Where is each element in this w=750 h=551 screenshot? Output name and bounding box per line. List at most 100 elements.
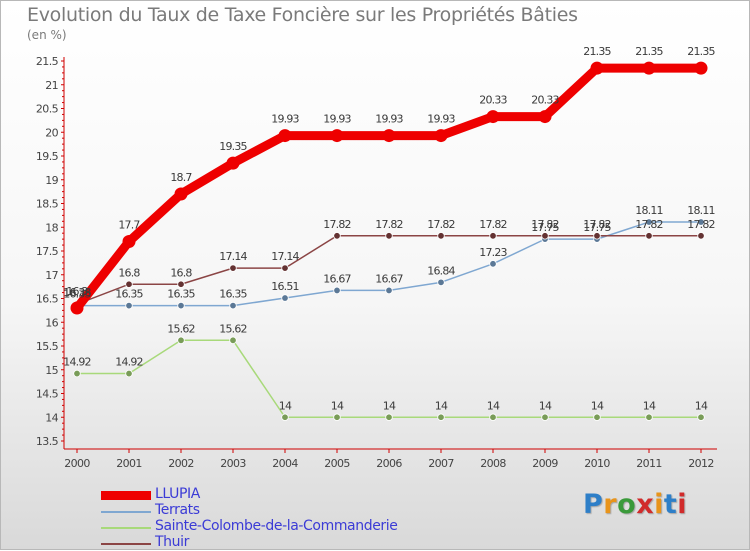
y-tick-label: 15.5 (36, 340, 59, 353)
y-tick-label: 13.5 (36, 435, 59, 448)
data-point (125, 280, 133, 288)
legend-label: Sainte-Colombe-de-la-Commanderie (155, 518, 398, 534)
data-label: 21.35 (635, 45, 663, 58)
data-label: 17.82 (479, 218, 507, 231)
proxiti-logo: Proxiti (583, 489, 688, 520)
y-tick-label: 14.5 (36, 388, 59, 401)
data-point (645, 413, 653, 421)
data-point (489, 232, 497, 240)
x-tick-label: 2006 (376, 457, 402, 470)
data-label: 14 (279, 399, 292, 412)
data-label: 14.92 (63, 356, 91, 369)
x-tick-label: 2008 (480, 457, 506, 470)
y-tick-label: 15 (45, 364, 58, 377)
data-point (489, 260, 497, 268)
data-point (122, 235, 136, 248)
data-label: 17.82 (531, 218, 559, 231)
y-tick-label: 20 (45, 126, 58, 139)
data-point (330, 129, 344, 143)
data-point (489, 413, 497, 421)
x-tick-label: 2000 (64, 457, 90, 470)
data-label: 16.67 (375, 272, 403, 285)
legend-swatch (101, 491, 151, 500)
data-point (437, 232, 445, 240)
x-tick-label: 2011 (636, 457, 662, 470)
data-label: 20.33 (479, 94, 507, 107)
data-label: 17.75 (583, 221, 611, 234)
series-llupia (70, 61, 708, 315)
series-thuir (73, 232, 705, 308)
legend-swatch (101, 511, 151, 513)
data-label: 16.51 (271, 280, 299, 293)
data-point (645, 218, 653, 226)
data-point (281, 264, 289, 272)
data-label: 20.33 (531, 94, 559, 107)
data-label: 14 (643, 399, 656, 412)
data-label: 14 (331, 399, 344, 412)
x-tick-label: 2010 (584, 457, 610, 470)
data-label: 19.93 (323, 113, 351, 126)
data-label: 17.82 (687, 218, 715, 231)
data-point (278, 129, 292, 143)
legend-swatch (101, 527, 151, 529)
y-tick-label: 21 (45, 79, 58, 92)
data-point (593, 413, 601, 421)
data-point (590, 61, 604, 75)
data-label: 17.82 (323, 218, 351, 231)
data-point (541, 232, 549, 240)
data-point (229, 301, 237, 310)
data-label: 16.35 (167, 288, 195, 301)
data-point (437, 278, 445, 287)
chart-subtitle: (en %) (27, 28, 67, 42)
data-label: 18.7 (170, 171, 192, 184)
data-label: 19.93 (375, 113, 403, 126)
y-tick-label: 14 (45, 411, 58, 424)
x-tick-label: 2003 (220, 457, 246, 470)
data-label: 17.82 (427, 218, 455, 231)
data-point (538, 110, 552, 124)
data-label: 14 (539, 399, 552, 412)
data-point (642, 61, 656, 75)
data-label: 16.84 (427, 264, 455, 277)
legend-label: LLUPIA (155, 486, 200, 502)
data-label: 17.82 (375, 218, 403, 231)
data-point (697, 413, 705, 421)
y-tick-label: 17.5 (36, 245, 59, 258)
data-point (694, 61, 708, 75)
data-label: 14 (383, 399, 396, 412)
data-point (486, 110, 500, 124)
x-tick-label: 2004 (272, 457, 298, 470)
data-point (385, 413, 393, 421)
data-label: 17.75 (531, 221, 559, 234)
data-point (226, 156, 240, 170)
data-point (177, 280, 185, 288)
data-label: 16.38 (63, 286, 91, 299)
x-tick-label: 2005 (324, 457, 350, 470)
data-label: 17.23 (479, 246, 507, 259)
y-tick-label: 17 (45, 269, 58, 282)
data-label: 17.7 (118, 219, 140, 232)
data-point (385, 232, 393, 240)
y-tick-label: 20.5 (36, 103, 59, 116)
data-label: 19.93 (271, 113, 299, 126)
data-point (333, 286, 341, 295)
data-point (177, 336, 185, 344)
data-label: 21.35 (583, 45, 611, 58)
chart-title: Evolution du Taux de Taxe Foncière sur l… (27, 4, 578, 26)
x-tick-label: 2007 (428, 457, 454, 470)
data-label: 17.82 (635, 218, 663, 231)
data-label: 17.14 (271, 250, 299, 263)
data-point (73, 369, 81, 378)
data-point (125, 301, 133, 310)
data-point (333, 232, 341, 240)
legend-label: Thuir (155, 534, 189, 550)
data-label: 16.3 (66, 285, 88, 298)
data-label: 19.35 (219, 140, 247, 153)
data-point (229, 264, 237, 272)
data-label: 14 (487, 399, 500, 412)
data-point (125, 369, 133, 378)
y-tick-label: 19.5 (36, 150, 59, 163)
y-tick-label: 21.5 (36, 55, 59, 68)
y-tick-label: 16.5 (36, 293, 59, 306)
data-point (645, 232, 653, 240)
